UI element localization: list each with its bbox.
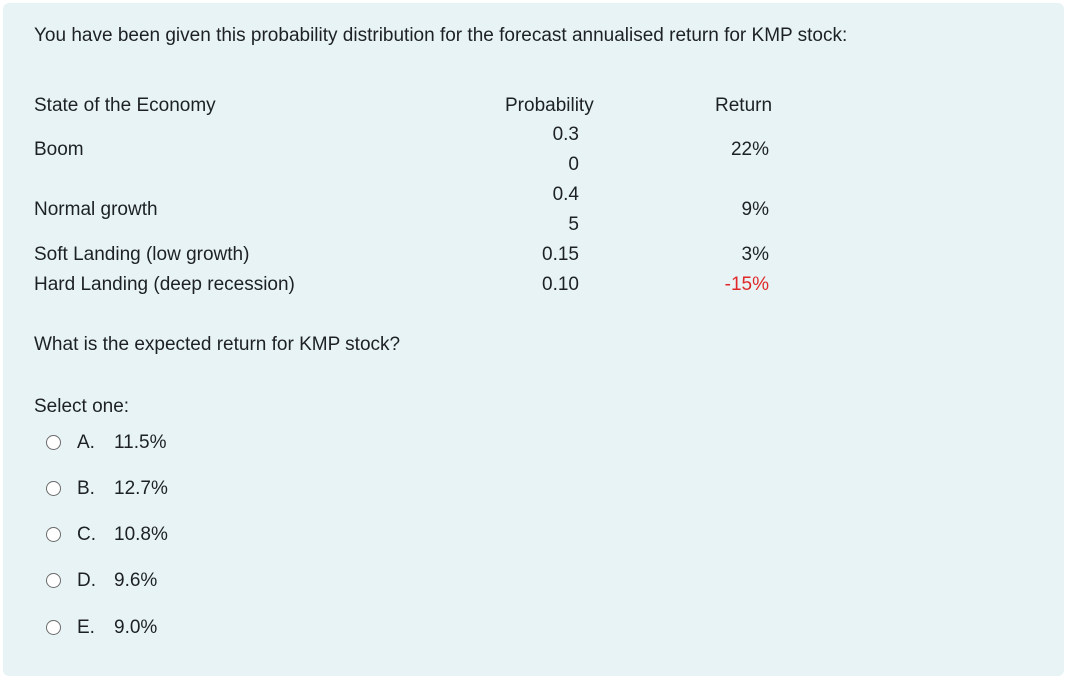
option-value[interactable]: 12.7% — [114, 478, 168, 499]
radio-button[interactable] — [46, 435, 61, 450]
option-letter: C. — [77, 524, 96, 545]
option-letter: D. — [77, 570, 96, 591]
option-value[interactable]: 9.6% — [114, 570, 158, 591]
row-state: Normal growth — [34, 199, 158, 220]
option-value[interactable]: 9.0% — [114, 617, 158, 638]
row-return: 9% — [741, 199, 769, 220]
radio-button[interactable] — [46, 573, 61, 588]
radio-button[interactable] — [46, 481, 61, 496]
radio-button[interactable] — [46, 620, 61, 635]
question-intro: You have been given this probability dis… — [34, 25, 848, 46]
option-letter: E. — [77, 617, 95, 638]
row-state: Hard Landing (deep recession) — [34, 274, 295, 295]
question-prompt: What is the expected return for KMP stoc… — [34, 334, 401, 355]
row-return: 3% — [741, 244, 769, 265]
option-value[interactable]: 11.5% — [114, 432, 167, 453]
row-probability-cont: 5 — [568, 214, 579, 235]
row-probability: 0.4 — [552, 184, 579, 205]
row-state: Boom — [34, 139, 84, 160]
header-probability: Probability — [505, 95, 594, 116]
header-return: Return — [715, 95, 773, 116]
select-one-label: Select one: — [34, 396, 130, 417]
radio-button[interactable] — [46, 527, 61, 542]
option-letter: A. — [77, 432, 95, 453]
option-value[interactable]: 10.8% — [114, 524, 168, 545]
option-letter: B. — [77, 478, 95, 499]
row-state: Soft Landing (low growth) — [34, 244, 250, 265]
row-probability: 0.3 — [552, 124, 579, 145]
row-return-negative: -15% — [724, 274, 769, 295]
row-probability: 0.10 — [542, 274, 579, 295]
row-probability: 0.15 — [542, 244, 579, 265]
row-return: 22% — [730, 139, 769, 160]
question-card: You have been given this probability dis… — [3, 3, 1064, 676]
header-state: State of the Economy — [34, 95, 216, 116]
row-probability-cont: 0 — [568, 154, 579, 175]
